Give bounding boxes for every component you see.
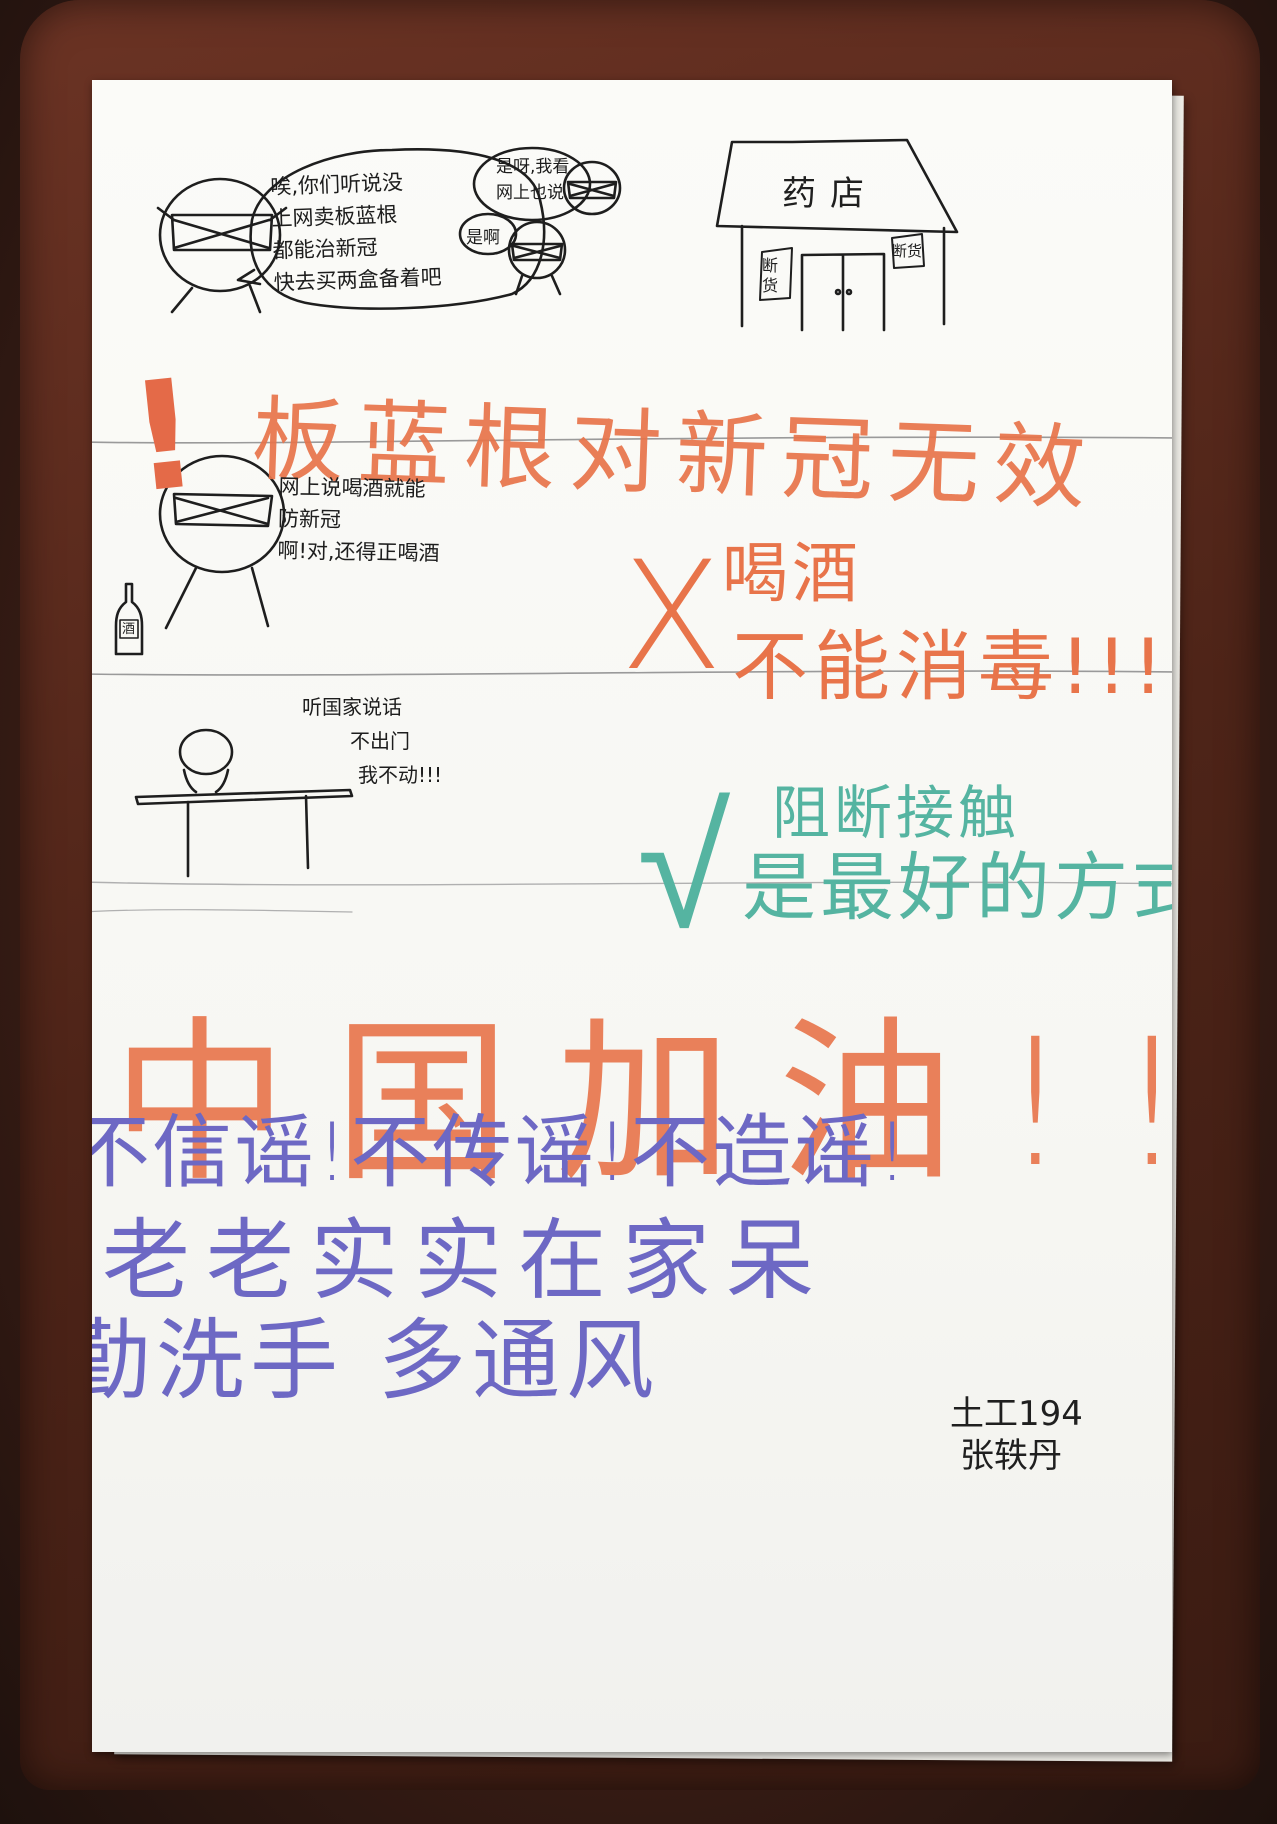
bottle-label: 酒 [122, 622, 136, 637]
headline-cheer: 中国加油!! [112, 1001, 1172, 1206]
poster-paper: 唉,你们听说没 上网卖板蓝根 都能治新冠 快去买两盒备着吧 是呀,我看 网上也说… [92, 80, 1172, 1752]
speech-bubble-small [458, 146, 592, 256]
speech-text-rumor: 唉,你们听说没 上网卖板蓝根 都能治新冠 快去买两盒备着吧 [270, 165, 442, 299]
check-icon: √ [637, 770, 731, 968]
speech-text-small: 是啊 [466, 228, 500, 248]
sold-out-tag-right: 断货 [892, 242, 923, 260]
pharmacy-sign: 药店 [782, 174, 878, 214]
signature-class: 土工194 [950, 1394, 1083, 1434]
slogan-no-rumors: 不信谣!不传谣!不造谣! [92, 1106, 911, 1199]
person-at-table [134, 728, 354, 878]
signature-name: 张轶丹 [960, 1436, 1062, 1476]
headline-liquor-line1: 喝酒 [722, 535, 862, 612]
liquor-bottle [114, 582, 144, 656]
section-divider-1 [92, 436, 1172, 444]
section-divider-2 [92, 670, 1172, 676]
pen-drawings [92, 138, 1172, 913]
speech-text-liquor: 网上说喝酒就能 防新冠 啊!对,还得正喝酒 [277, 471, 441, 570]
speech-line: 啊!对,还得正喝酒 [277, 538, 440, 566]
speech-line: 快去买两盒备着吧 [273, 265, 443, 295]
section-divider-3 [92, 881, 1172, 886]
pharmacy-building [715, 138, 959, 332]
speech-line: 网上也说 [496, 183, 564, 203]
listener-figure-right [507, 160, 622, 296]
headline-liquor-line2: 不能消毒!!! [732, 622, 1170, 711]
speech-text-stay-home: 听国家说话 不出门 我不动!!! [302, 690, 442, 792]
masked-person-figure [156, 177, 288, 314]
cross-icon: X [620, 530, 723, 704]
section-divider-4 [92, 909, 353, 913]
slogan-wash-hands: 勤洗手 多通风 [92, 1309, 660, 1412]
speech-line: 听国家说话 [302, 695, 402, 719]
sold-out-tag-left: 断货 [762, 256, 779, 295]
speech-line: 不出门 [350, 729, 410, 753]
headline-block-line2: 是最好的方式 [742, 845, 1172, 931]
speech-line: 我不动!!! [358, 763, 443, 787]
slogan-stay-home: 老老实实在家呆 [102, 1209, 831, 1312]
speech-line: 防新冠 [277, 506, 342, 532]
speech-line: 网上说喝酒就能 [278, 474, 426, 502]
drinking-person-figure [158, 454, 286, 630]
speech-line: 是呀,我看 [496, 157, 570, 177]
speech-text-agree: 是呀,我看 网上也说 [496, 154, 569, 206]
headline-block-line1: 阻断接触 [772, 779, 1021, 847]
